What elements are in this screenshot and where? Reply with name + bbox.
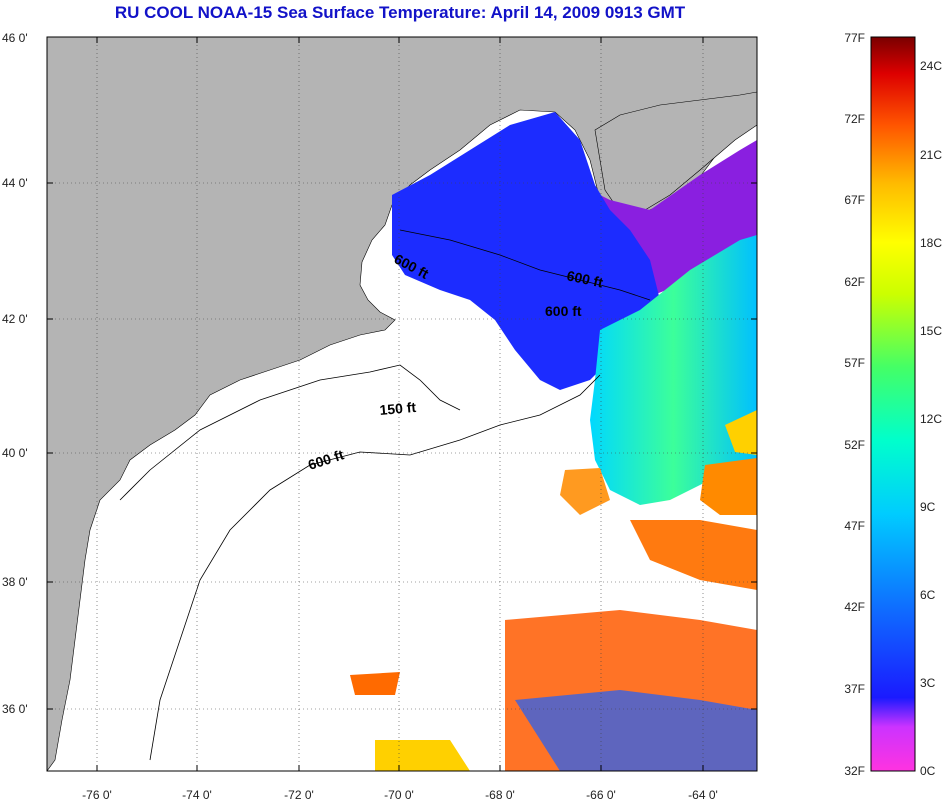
colorbar-c-label: 9C [920,500,936,514]
sst-warm-patch [725,410,757,455]
colorbar-c-label: 3C [920,676,936,690]
sst-blue-region [392,112,660,390]
sst-warm-patch [560,468,610,515]
lon-label: -74 0' [182,788,212,802]
colorbar-f-label: 77F [844,31,865,45]
contour-label: 600 ft [545,303,582,319]
contour-600ft [149,374,601,761]
colorbar-f-label: 62F [844,275,865,289]
colorbar-c-label: 21C [920,148,942,162]
colorbar-f-label: 72F [844,112,865,126]
lat-label: 42 0' [2,312,28,326]
colorbar-f-label: 47F [844,519,865,533]
colorbar-c-label: 12C [920,412,942,426]
map-frame [46,36,758,772]
lon-label: -72 0' [284,788,314,802]
lon-label: -64 0' [688,788,718,802]
lat-label: 40 0' [2,446,28,460]
lon-label: -76 0' [82,788,112,802]
contour-600ft-north [399,229,651,301]
colorbar-f-label: 42F [844,600,865,614]
colorbar-f-label: 67F [844,193,865,207]
lat-label: 36 0' [2,702,28,716]
sst-south-patch [515,690,757,771]
lat-label: 38 0' [2,575,28,589]
colorbar-c-label: 15C [920,324,942,338]
sst-warm-patch [700,458,757,515]
colorbar-f-label: 52F [844,438,865,452]
sst-south-patch [350,672,400,695]
contour-label: 600 ft [565,267,604,290]
colorbar-f-label: 37F [844,682,865,696]
colorbar [870,36,916,772]
sst-green-region [590,235,757,505]
colorbar-fahrenheit-labels: 77F 72F 67F 62F 57F 52F 47F 42F 37F 32F [844,31,865,778]
contour-label: 150 ft [379,399,417,418]
lat-label: 44 0' [2,176,28,190]
colorbar-c-label: 24C [920,59,942,73]
lon-label: -66 0' [586,788,616,802]
lon-label: -70 0' [384,788,414,802]
lon-label: -68 0' [485,788,515,802]
colorbar-f-label: 57F [844,356,865,370]
map-title: RU COOL NOAA-15 Sea Surface Temperature:… [114,3,686,22]
contour-150ft [119,364,461,501]
colorbar-c-label: 18C [920,236,942,250]
colorbar-f-label: 32F [844,764,865,778]
colorbar-celsius-labels: 24C 21C 18C 15C 12C 9C 6C 3C 0C [920,59,942,778]
axis-ticks [47,36,757,771]
lat-label: 46 0' [2,31,28,45]
sst-south-patch [375,740,470,771]
colorbar-c-label: 0C [920,764,936,778]
sst-warm-patch [630,520,757,590]
colorbar-c-label: 6C [920,588,936,602]
